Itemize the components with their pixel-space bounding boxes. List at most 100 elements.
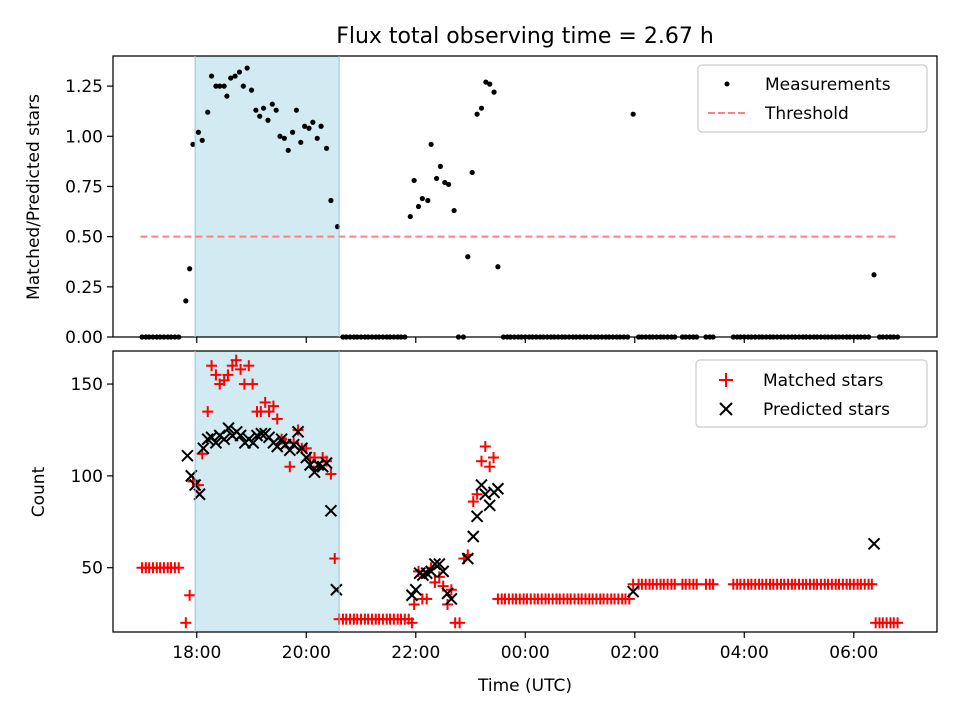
predicted-star-point <box>324 504 338 517</box>
matched-star-point <box>271 413 283 425</box>
predicted-star-point <box>234 429 247 442</box>
matched-star-point <box>329 553 341 565</box>
measurement-point <box>289 129 296 135</box>
measurement-point <box>217 83 223 89</box>
top-ytick-label: 1.00 <box>65 127 103 147</box>
measurement-point <box>302 123 308 129</box>
predicted-star-point <box>320 456 333 470</box>
measurement-point <box>183 298 189 304</box>
predicted-star-point <box>201 432 214 446</box>
measurement-point <box>285 147 291 153</box>
matched-star-point <box>484 461 496 473</box>
matched-star-point <box>475 455 487 467</box>
top-ytick-label: 0.50 <box>65 228 103 248</box>
top-legend: Measurements Threshold <box>697 64 928 133</box>
legend-measurements-marker <box>724 81 730 87</box>
measurement-point <box>195 129 202 135</box>
legend-predicted-label: Predicted stars <box>763 400 890 420</box>
measurement-point <box>293 107 300 113</box>
measurement-point <box>205 109 211 115</box>
matched-star-point <box>243 360 255 372</box>
bottom-ytick-label: 50 <box>81 559 103 579</box>
legend-matched-label: Matched stars <box>763 371 883 391</box>
matched-star-point <box>284 461 296 473</box>
measurement-point <box>442 179 448 186</box>
matched-star-point <box>263 406 275 418</box>
predicted-star-point <box>308 466 321 479</box>
predicted-star-point <box>441 587 454 600</box>
measurement-point <box>407 213 413 220</box>
measurement-point <box>248 87 255 93</box>
bottom-x-axis-ticks: 18:00 20:00 22:00 00:00 02:00 04:00 06:00 <box>172 632 878 663</box>
predicted-star-point <box>197 442 210 455</box>
legend-measurements-label: Measurements <box>765 75 891 95</box>
predicted-star-point <box>475 478 488 492</box>
top-ytick-label: 0.25 <box>65 278 103 298</box>
predicted-star-point <box>217 432 231 446</box>
matched-star-point <box>173 562 185 574</box>
matched-stars-series <box>136 354 904 629</box>
measurement-point <box>244 65 250 71</box>
matched-star-point <box>707 578 719 590</box>
measurement-point <box>213 83 219 89</box>
predicted-star-point <box>626 585 640 598</box>
measurement-point <box>469 169 475 176</box>
predicted-star-point <box>470 510 484 523</box>
measurement-point <box>314 135 320 141</box>
bottom-xtick-label: 18:00 <box>172 643 221 663</box>
predicted-star-point <box>467 530 480 543</box>
measurement-point <box>281 135 287 141</box>
predicted-star-point <box>867 537 881 551</box>
measurement-point <box>437 163 444 169</box>
measurement-point <box>446 181 452 188</box>
measurement-point <box>428 141 434 147</box>
matched-star-point <box>892 617 904 629</box>
matched-star-point <box>406 617 418 629</box>
predicted-star-point <box>275 432 288 446</box>
predicted-star-point <box>291 425 305 439</box>
predicted-star-point <box>330 583 343 596</box>
matched-star-point <box>184 589 196 601</box>
bottom-xtick-label: 04:00 <box>720 643 769 663</box>
measurement-point <box>411 177 417 184</box>
measurement-point <box>318 123 324 129</box>
chart-title: Flux total observing time = 2.67 h <box>336 24 714 49</box>
bottom-ytick-label: 150 <box>71 375 103 395</box>
measurement-point <box>487 81 493 87</box>
matched-star-point <box>479 441 491 453</box>
top-legend-box <box>697 64 928 133</box>
top-y-axis-ticks: 0.00 0.25 0.50 0.75 1.00 1.25 <box>65 77 113 348</box>
predicted-star-point <box>445 592 458 606</box>
bottom-panel: 50 100 150 18:00 20:00 22:00 00:00 02:00 04:00 0… <box>29 350 938 696</box>
predicted-star-point <box>193 488 206 501</box>
measurement-point <box>236 69 243 75</box>
predicted-star-point <box>405 589 419 602</box>
predicted-star-point <box>300 451 313 464</box>
measurement-point <box>228 75 234 81</box>
matched-star-point <box>429 576 441 588</box>
bottom-legend-box <box>695 359 928 428</box>
measurement-point <box>478 105 485 111</box>
top-x-axis-ticks <box>196 337 855 343</box>
predicted-star-point <box>409 583 422 596</box>
bottom-xtick-label: 02:00 <box>610 643 659 663</box>
matched-star-point <box>230 354 242 366</box>
matched-star-point <box>259 396 271 408</box>
measurement-point <box>419 195 425 202</box>
matched-star-point <box>202 406 214 418</box>
measurement-point <box>630 111 636 117</box>
measurement-point <box>306 125 312 131</box>
predicted-star-point <box>433 557 446 571</box>
predicted-stars-series <box>181 421 881 606</box>
matched-star-point <box>421 593 433 605</box>
matched-star-point <box>691 578 703 590</box>
measurement-point <box>232 73 238 79</box>
top-panel: 0.00 0.25 0.50 0.75 1.00 1.25 Matched/Predict… <box>24 55 938 348</box>
measurement-point <box>240 83 246 89</box>
measurement-point <box>323 145 330 151</box>
predicted-star-point <box>295 442 309 455</box>
matched-star-point <box>292 424 304 436</box>
measurement-point <box>224 93 230 99</box>
predicted-star-point <box>491 482 505 495</box>
